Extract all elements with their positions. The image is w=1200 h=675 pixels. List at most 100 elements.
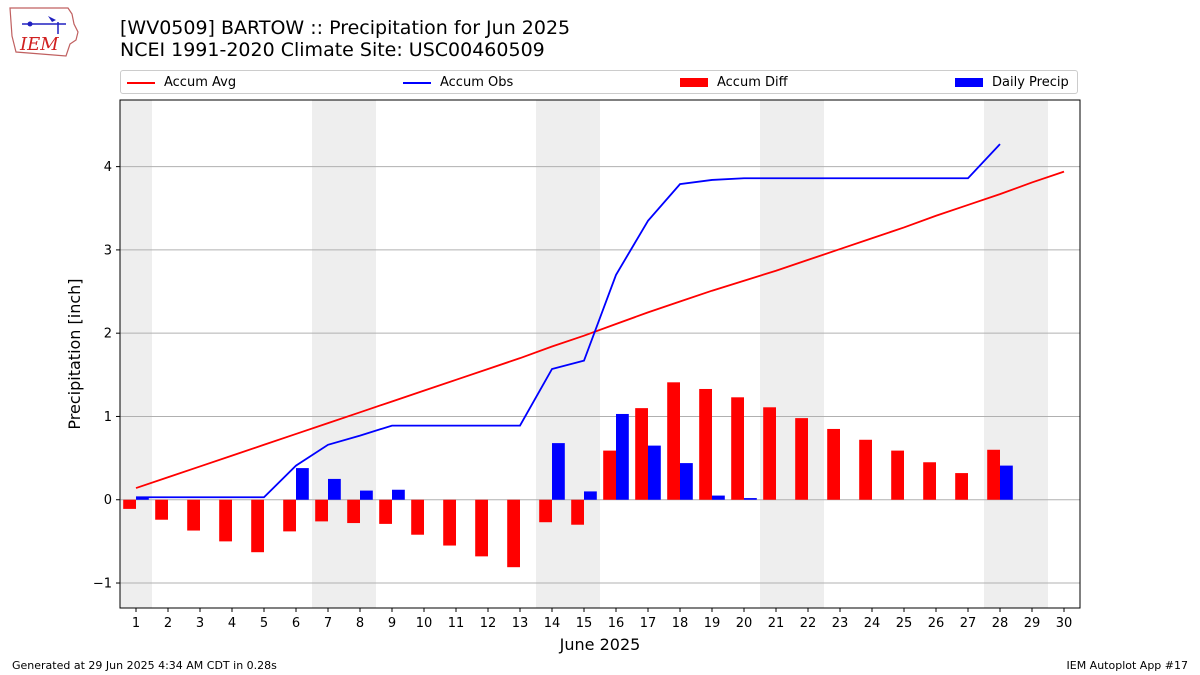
- legend-swatch-daily-precip: [955, 78, 983, 87]
- bar-series: [123, 382, 1013, 568]
- x-tick-label: 10: [416, 616, 433, 631]
- x-axis-label: June 2025: [559, 635, 641, 654]
- x-tick-label: 26: [928, 616, 945, 631]
- x-tick-label: 15: [576, 616, 593, 631]
- x-tick-label: 19: [704, 616, 721, 631]
- title-line-1: [WV0509] BARTOW :: Precipitation for Jun…: [120, 17, 571, 39]
- x-tick-label: 14: [544, 616, 561, 631]
- x-tick-label: 17: [640, 616, 657, 631]
- accum-diff-bar: [699, 388, 712, 500]
- x-tick-label: 4: [228, 616, 236, 631]
- x-tick-label: 29: [1024, 616, 1041, 631]
- daily-precip-bar: [1000, 465, 1013, 500]
- accum-diff-bar: [635, 408, 648, 500]
- accum-obs-line: [136, 143, 1001, 499]
- app-identifier: IEM Autoplot App #17: [1066, 659, 1189, 672]
- accum-diff-bar: [987, 449, 1000, 500]
- accum-diff-bar: [123, 499, 136, 509]
- daily-precip-bar: [648, 445, 661, 500]
- legend: Accum Avg Accum Obs Accum Diff Daily Pre…: [120, 70, 1078, 94]
- legend-label-accum-obs: Accum Obs: [440, 75, 514, 90]
- daily-precip-bar: [552, 443, 565, 500]
- accum-diff-bar: [539, 499, 552, 523]
- daily-precip-bar: [328, 478, 341, 500]
- legend-item-accum-obs: Accum Obs: [403, 74, 513, 92]
- x-tick-label: 16: [608, 616, 625, 631]
- accum-diff-bar: [507, 499, 520, 568]
- legend-swatch-accum-diff: [680, 78, 708, 87]
- x-tick-label: 25: [896, 616, 913, 631]
- legend-label-daily-precip: Daily Precip: [992, 75, 1069, 90]
- x-tick-label: 24: [864, 616, 881, 631]
- accum-diff-bar: [667, 382, 680, 500]
- accum-diff-bar: [571, 499, 584, 525]
- accum-diff-bar: [283, 499, 296, 532]
- accum-diff-bar: [731, 397, 744, 500]
- x-tick-label: 23: [832, 616, 849, 631]
- accum-diff-bar: [219, 499, 232, 542]
- iem-logo: IEM: [8, 6, 82, 60]
- x-tick-label: 12: [480, 616, 497, 631]
- x-tick-label: 9: [388, 616, 396, 631]
- accum-diff-bar: [155, 499, 168, 520]
- accum-diff-bar: [443, 499, 456, 546]
- accum-diff-bar: [315, 499, 328, 522]
- accum-diff-bar: [347, 499, 360, 524]
- iowa-state-outline-icon: IEM: [9, 7, 79, 57]
- title-line-2: NCEI 1991-2020 Climate Site: USC00460509: [120, 39, 545, 61]
- x-tick-label: 27: [960, 616, 977, 631]
- y-tick-label: −1: [93, 577, 112, 592]
- x-tick-label: 8: [356, 616, 364, 631]
- x-tick-label: 1: [132, 616, 140, 631]
- y-tick-label: 4: [104, 160, 112, 175]
- weekend-band-1: [312, 100, 376, 608]
- y-tick-label: 3: [104, 243, 112, 258]
- y-tick-label: 0: [104, 493, 112, 508]
- accum-diff-bar: [187, 499, 200, 531]
- x-tick-label: 3: [196, 616, 204, 631]
- accum-diff-bar: [411, 499, 424, 535]
- plot-frame: [119, 99, 1081, 609]
- weekend-shading: [120, 100, 1048, 608]
- legend-item-accum-avg: Accum Avg: [127, 74, 236, 92]
- chart-title: [WV0509] BARTOW :: Precipitation for Jun…: [120, 17, 570, 61]
- accum-diff-bar: [379, 499, 392, 524]
- daily-precip-bar: [680, 463, 693, 500]
- x-tick-label: 11: [448, 616, 465, 631]
- weekend-band-2: [536, 100, 600, 608]
- daily-precip-bar: [616, 413, 629, 500]
- legend-swatch-accum-avg: [127, 81, 155, 84]
- accum-diff-bar: [795, 418, 808, 500]
- accum-diff-bar: [603, 450, 616, 500]
- daily-precip-bar: [584, 491, 597, 500]
- x-tick-label: 28: [992, 616, 1009, 631]
- weekend-band-0: [120, 100, 152, 608]
- x-axis-ticks: 1 2 3 4 5 6 7 8 9 10 11 12 13 14 15 16 17 18 19 20 21 22 23 24 2…: [132, 608, 1072, 631]
- x-tick-label: 21: [768, 616, 785, 631]
- y-tick-label: 1: [104, 410, 112, 425]
- accum-avg-line: [135, 170, 1065, 489]
- daily-precip-bar: [136, 497, 149, 500]
- daily-precip-bar: [360, 490, 373, 500]
- daily-precip-bar: [712, 495, 725, 500]
- x-tick-label: 20: [736, 616, 753, 631]
- daily-precip-bar: [392, 489, 405, 500]
- x-tick-label: 13: [512, 616, 529, 631]
- accum-diff-bar: [923, 462, 936, 500]
- x-tick-label: 2: [164, 616, 172, 631]
- daily-precip-bar: [744, 498, 757, 500]
- y-axis-label: Precipitation [inch]: [65, 278, 84, 429]
- weekend-band-3: [760, 100, 824, 608]
- x-tick-label: 18: [672, 616, 689, 631]
- legend-item-daily-precip: Daily Precip: [955, 74, 1069, 92]
- y-tick-label: 2: [104, 327, 112, 342]
- weekend-band-4: [984, 100, 1048, 608]
- daily-precip-bar: [296, 468, 309, 500]
- accum-diff-bar: [827, 428, 840, 500]
- line-series: [135, 143, 1065, 499]
- legend-label-accum-diff: Accum Diff: [717, 75, 788, 90]
- gridlines: [120, 166, 1080, 584]
- x-tick-label: 22: [800, 616, 817, 631]
- legend-label-accum-avg: Accum Avg: [164, 75, 237, 90]
